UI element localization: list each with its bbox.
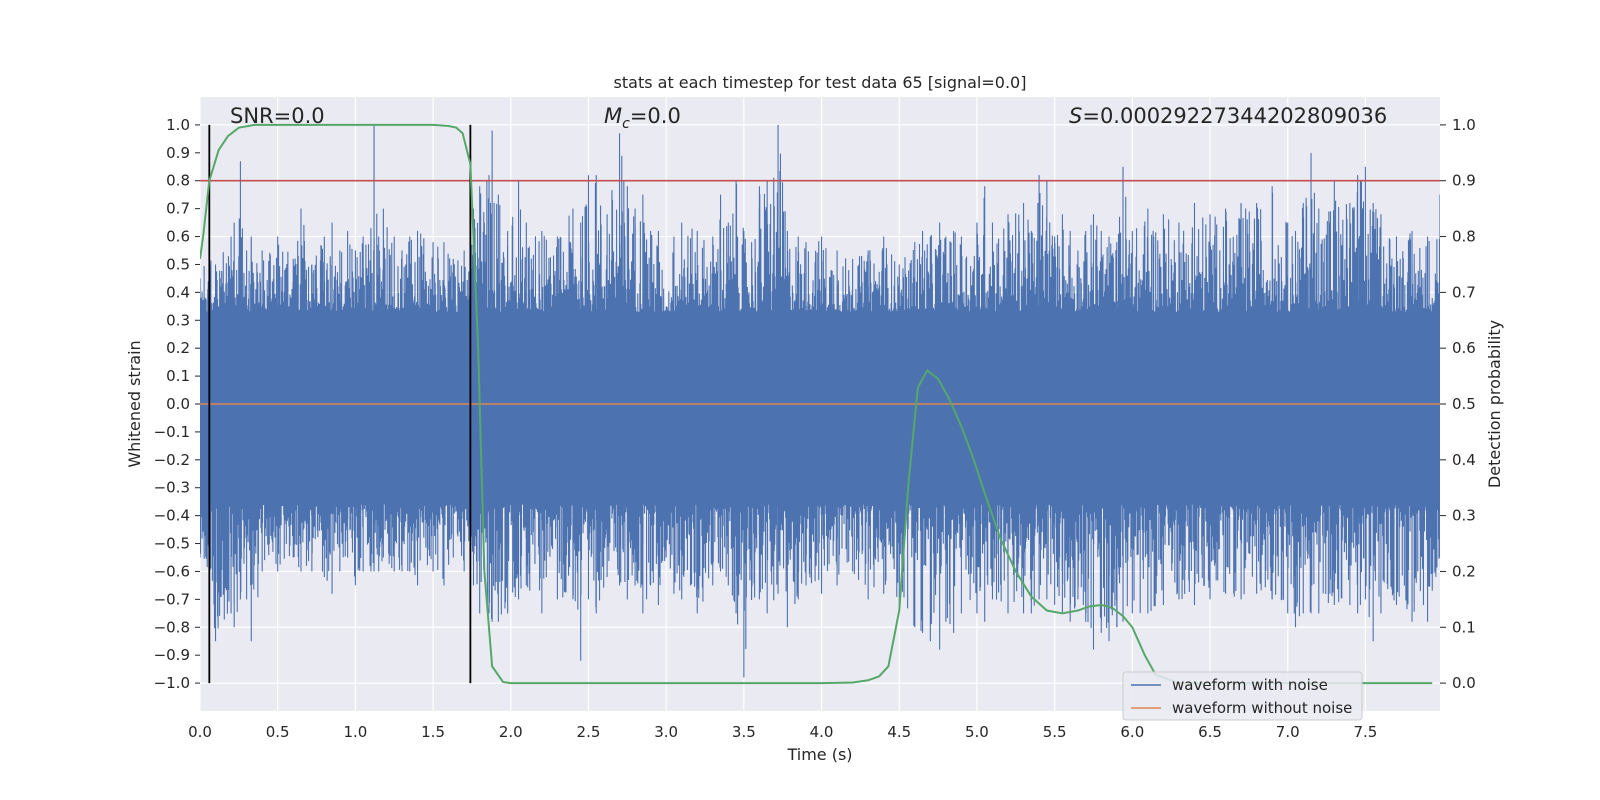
y-tick-label: 0.1	[166, 367, 190, 385]
x-tick-label: 3.5	[732, 723, 756, 741]
y2-tick-label: 0.5	[1452, 395, 1476, 413]
x-tick-label: 7.0	[1276, 723, 1300, 741]
x-tick-label: 5.5	[1043, 723, 1067, 741]
x-axis-label: Time (s)	[786, 745, 852, 764]
chart-title: stats at each timestep for test data 65 …	[614, 73, 1027, 92]
y-tick-label: 1.0	[166, 116, 190, 134]
x-tick-label: 0.0	[188, 723, 212, 741]
legend-label-clean: waveform without noise	[1172, 699, 1352, 717]
detection-probability-line	[200, 123, 1433, 685]
y-tick-label: −0.5	[154, 535, 190, 553]
legend: waveform with noise waveform without noi…	[1122, 671, 1363, 721]
y2-tick-label: 0.8	[1452, 228, 1476, 246]
chirp-mass-annotation: Mc=0.0	[604, 104, 681, 132]
y2-tick-label: 0.3	[1452, 507, 1476, 525]
x-tick-label: 6.0	[1120, 723, 1144, 741]
x-axis-ticks: 0.0 0.5 1.0 1.5 2.0 2.5 3.0 3.5 4.0 4.5 5.0 5.5 6.0 6…	[188, 723, 1377, 741]
x-tick-label: 3.0	[654, 723, 678, 741]
snr-annotation: SNR=0.0	[230, 104, 325, 128]
statistic-symbol: S	[1069, 104, 1082, 128]
y-tick-label: 0.0	[166, 395, 190, 413]
x-tick-label: 1.5	[421, 723, 445, 741]
y-tick-label: 0.8	[166, 172, 190, 190]
waveform-with-noise-core	[200, 311, 1440, 505]
statistic-value: =0.00029227344202809036	[1082, 104, 1387, 128]
y-tick-label: 0.7	[166, 200, 190, 218]
y2-tick-label: 0.0	[1452, 674, 1476, 692]
x-tick-label: 5.0	[965, 723, 989, 741]
y-tick-label: −0.6	[154, 562, 190, 580]
y-tick-label: −1.0	[154, 674, 190, 692]
y-axis-ticks: 1.0 0.9 0.8 0.7 0.6 0.5 0.4 0.3 0.2 0.1 0.0 −0.1 −0.…	[154, 116, 200, 692]
x-tick-label: 4.0	[810, 723, 834, 741]
chirp-mass-subscript: c	[622, 116, 630, 132]
statistic-annotation: S=0.00029227344202809036	[1069, 104, 1387, 128]
y-tick-label: 0.2	[166, 339, 190, 357]
x-tick-label: 4.5	[887, 723, 911, 741]
legend-label-noise: waveform with noise	[1172, 676, 1328, 694]
x-tick-label: 2.5	[577, 723, 601, 741]
chirp-mass-symbol: M	[604, 104, 622, 128]
event-markers	[208, 124, 472, 684]
y2-tick-label: 0.1	[1452, 618, 1476, 636]
y2-tick-label: 0.4	[1452, 451, 1476, 469]
y-tick-label: 0.6	[166, 228, 190, 246]
y-tick-label: −0.9	[154, 646, 190, 664]
y2-tick-label: 0.7	[1452, 283, 1476, 301]
y2-tick-label: 0.6	[1452, 339, 1476, 357]
x-tick-label: 1.0	[343, 723, 367, 741]
x-tick-label: 6.5	[1198, 723, 1222, 741]
y2-axis-label: Detection probability	[1485, 320, 1504, 488]
legend-box	[1122, 671, 1363, 721]
y-tick-label: −0.8	[154, 618, 190, 636]
y-tick-label: 0.4	[166, 283, 190, 301]
y-tick-label: −0.1	[154, 423, 190, 441]
y2-tick-label: 0.9	[1452, 172, 1476, 190]
y-tick-label: −0.7	[154, 590, 190, 608]
y-axis-label: Whitened strain	[125, 340, 144, 467]
chirp-mass-value: =0.0	[630, 104, 681, 128]
x-tick-label: 7.5	[1353, 723, 1377, 741]
waveform-with-noise-series	[200, 124, 1440, 678]
y-tick-label: −0.2	[154, 451, 190, 469]
y2-tick-label: 1.0	[1452, 116, 1476, 134]
plot-content	[200, 123, 1440, 685]
y2-axis-ticks: 1.0 0.9 0.8 0.7 0.6 0.5 0.4 0.3 0.2 0.1 0.0	[1440, 116, 1476, 692]
x-tick-label: 2.0	[499, 723, 523, 741]
y-tick-label: 0.3	[166, 311, 190, 329]
y2-tick-label: 0.2	[1452, 562, 1476, 580]
y-tick-label: 0.9	[166, 144, 190, 162]
y-tick-label: −0.3	[154, 479, 190, 497]
x-tick-label: 0.5	[266, 723, 290, 741]
y-tick-label: 0.5	[166, 255, 190, 273]
y-tick-label: −0.4	[154, 507, 190, 525]
